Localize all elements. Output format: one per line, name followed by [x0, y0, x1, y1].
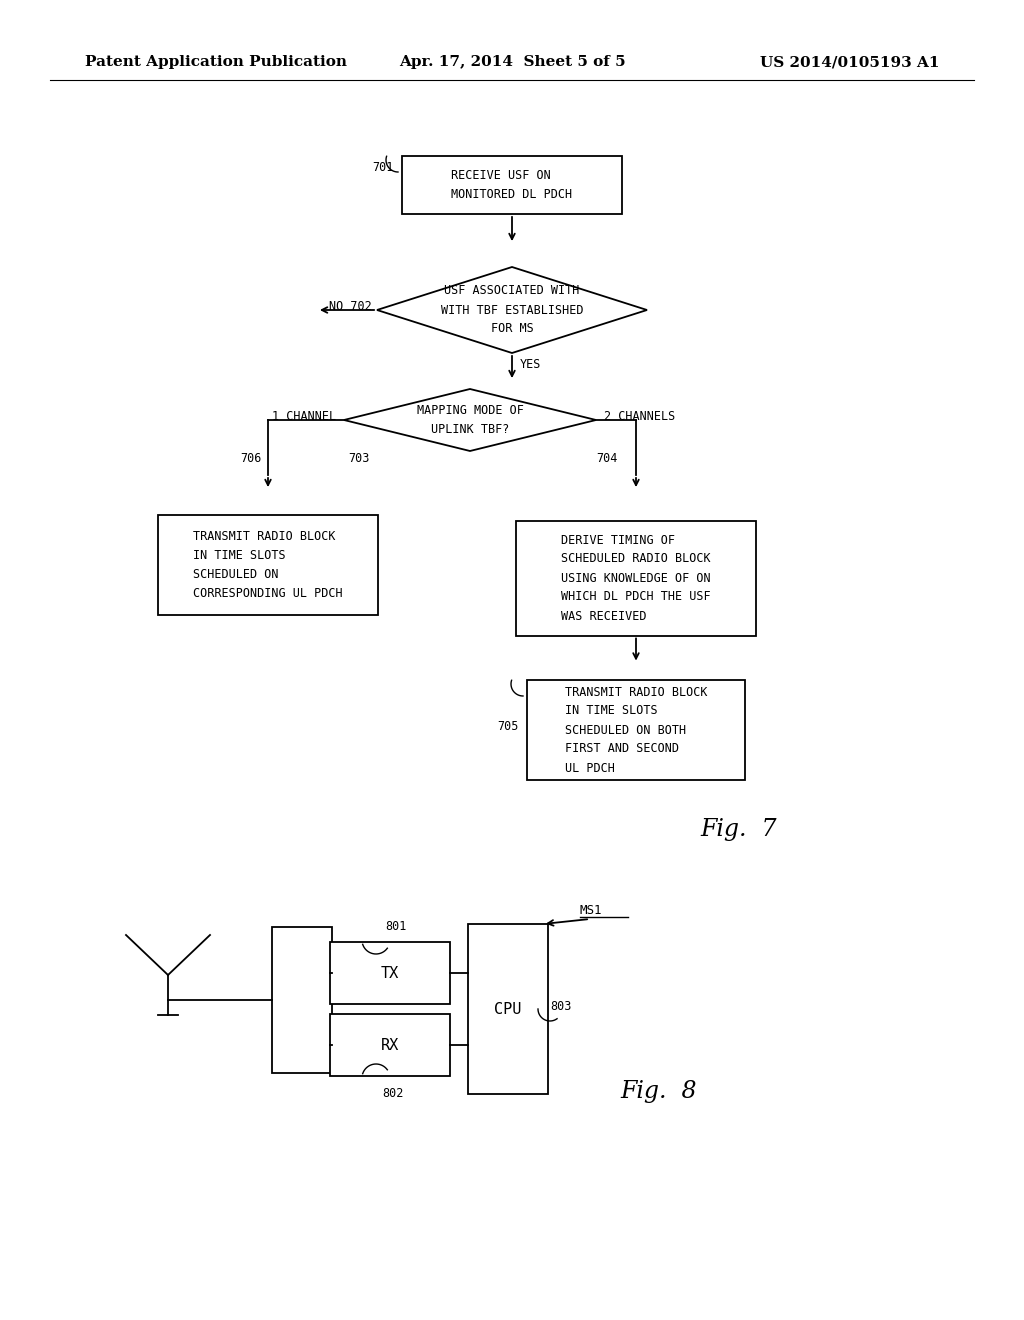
Text: 705: 705 [498, 719, 519, 733]
Text: Patent Application Publication: Patent Application Publication [85, 55, 347, 69]
Text: 706: 706 [240, 451, 261, 465]
Text: TRANSMIT RADIO BLOCK
IN TIME SLOTS
SCHEDULED ON
CORRESPONDING UL PDCH: TRANSMIT RADIO BLOCK IN TIME SLOTS SCHED… [194, 531, 343, 601]
Bar [158, 515, 378, 615]
Text: 802: 802 [382, 1086, 403, 1100]
Text: USF ASSOCIATED WITH
WITH TBF ESTABLISHED
FOR MS: USF ASSOCIATED WITH WITH TBF ESTABLISHED… [440, 285, 584, 335]
Bar [527, 680, 745, 780]
Text: 704: 704 [596, 451, 617, 465]
Text: 801: 801 [385, 920, 407, 933]
Text: RX: RX [381, 1038, 399, 1052]
Text: MAPPING MODE OF
UPLINK TBF?: MAPPING MODE OF UPLINK TBF? [417, 404, 523, 436]
Text: Fig.  7: Fig. 7 [700, 818, 776, 841]
Text: 703: 703 [348, 451, 370, 465]
Text: MS1: MS1 [580, 904, 602, 917]
Text: Apr. 17, 2014  Sheet 5 of 5: Apr. 17, 2014 Sheet 5 of 5 [398, 55, 626, 69]
Bar [468, 924, 548, 1094]
Text: 701: 701 [373, 161, 394, 174]
Text: CPU: CPU [495, 1002, 521, 1016]
Text: RECEIVE USF ON
MONITORED DL PDCH: RECEIVE USF ON MONITORED DL PDCH [452, 169, 572, 201]
Bar [272, 927, 332, 1073]
Text: TX: TX [381, 965, 399, 981]
Text: 803: 803 [550, 1001, 571, 1014]
Bar [516, 520, 756, 635]
Text: 2 CHANNELS: 2 CHANNELS [604, 409, 675, 422]
Bar [330, 1014, 450, 1076]
Text: 1 CHANNEL: 1 CHANNEL [272, 409, 336, 422]
Bar [402, 156, 622, 214]
Text: DERIVE TIMING OF
SCHEDULED RADIO BLOCK
USING KNOWLEDGE OF ON
WHICH DL PDCH THE U: DERIVE TIMING OF SCHEDULED RADIO BLOCK U… [561, 533, 711, 623]
Polygon shape [377, 267, 647, 352]
Text: NO 702: NO 702 [330, 300, 372, 313]
Polygon shape [344, 389, 596, 451]
Text: US 2014/0105193 A1: US 2014/0105193 A1 [761, 55, 940, 69]
Bar [330, 942, 450, 1005]
Text: Fig.  8: Fig. 8 [620, 1080, 696, 1104]
Text: YES: YES [520, 358, 542, 371]
Text: TRANSMIT RADIO BLOCK
IN TIME SLOTS
SCHEDULED ON BOTH
FIRST AND SECOND
UL PDCH: TRANSMIT RADIO BLOCK IN TIME SLOTS SCHED… [565, 685, 708, 775]
